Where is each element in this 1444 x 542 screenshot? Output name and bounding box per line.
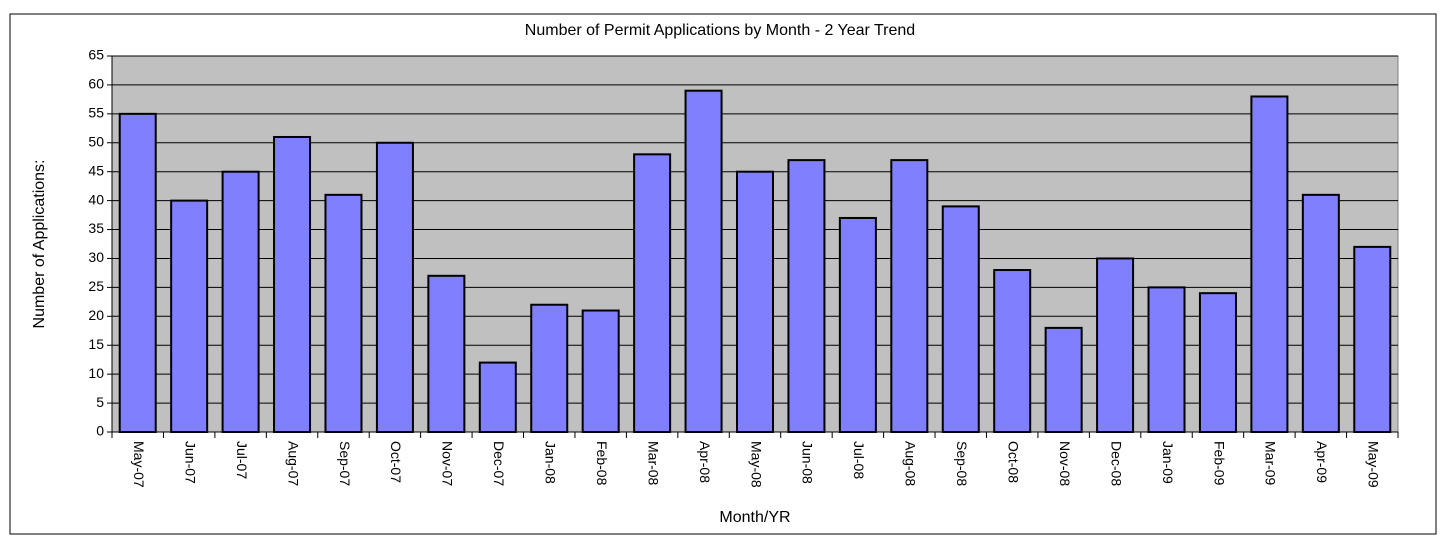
y-tick-label: 10 bbox=[88, 365, 104, 381]
y-axis-label: Number of Applications: bbox=[31, 160, 48, 329]
bar bbox=[1096, 257, 1135, 434]
x-tick-label: Sep-07 bbox=[337, 441, 353, 486]
bar bbox=[1250, 95, 1289, 433]
bar bbox=[427, 274, 466, 434]
x-tick-label: Oct-07 bbox=[388, 441, 404, 483]
bar bbox=[993, 269, 1032, 433]
x-tick-label: Jun-08 bbox=[800, 441, 816, 484]
x-tick-label: Nov-08 bbox=[1057, 441, 1073, 486]
x-axis-label: Month/YR bbox=[719, 509, 790, 526]
x-tick-label: Oct-08 bbox=[1005, 441, 1021, 483]
bar bbox=[118, 112, 157, 433]
bar bbox=[170, 199, 209, 433]
y-tick-label: 60 bbox=[88, 76, 104, 92]
y-tick-label: 0 bbox=[96, 423, 104, 439]
x-tick-label: May-08 bbox=[748, 441, 764, 488]
bar bbox=[941, 205, 980, 433]
bar bbox=[633, 153, 672, 433]
x-tick-label: Jul-08 bbox=[851, 441, 867, 479]
bar bbox=[530, 303, 569, 433]
x-tick-label: May-07 bbox=[131, 441, 147, 488]
bar bbox=[221, 170, 260, 433]
y-tick-label: 65 bbox=[88, 47, 104, 63]
bar bbox=[1353, 245, 1392, 433]
y-tick-label: 55 bbox=[88, 105, 104, 121]
y-tick-label: 35 bbox=[88, 220, 104, 236]
x-tick-label: Apr-09 bbox=[1314, 441, 1330, 483]
bar bbox=[735, 170, 775, 433]
bar bbox=[787, 159, 826, 433]
x-tick-label: Feb-08 bbox=[594, 441, 610, 486]
chart-title: Number of Permit Applications by Month -… bbox=[525, 22, 915, 39]
x-tick-label: Jan-08 bbox=[543, 441, 559, 484]
x-tick-label: Aug-07 bbox=[285, 441, 301, 486]
x-tick-label: Dec-07 bbox=[491, 441, 507, 486]
x-tick-label: Dec-08 bbox=[1108, 441, 1124, 486]
bar bbox=[375, 141, 414, 433]
x-tick-label: Mar-09 bbox=[1263, 441, 1279, 486]
bar bbox=[838, 216, 877, 433]
x-tick-label: Nov-07 bbox=[440, 441, 456, 486]
y-tick-label: 30 bbox=[88, 249, 104, 265]
y-tick-label: 40 bbox=[88, 191, 104, 207]
x-tick-label: Apr-08 bbox=[697, 441, 713, 483]
bar bbox=[1301, 193, 1340, 433]
y-tick-label: 5 bbox=[96, 394, 104, 410]
x-tick-label: Jan-09 bbox=[1160, 441, 1176, 484]
x-tick-label: Aug-08 bbox=[903, 441, 919, 486]
x-tick-label: Sep-08 bbox=[954, 441, 970, 486]
bar bbox=[1147, 286, 1186, 433]
bar bbox=[581, 309, 620, 433]
x-tick-label: Mar-08 bbox=[645, 441, 661, 486]
bar bbox=[1044, 326, 1083, 433]
y-tick-label: 20 bbox=[88, 307, 104, 323]
bar bbox=[324, 193, 363, 433]
x-tick-label: Jun-07 bbox=[182, 441, 198, 484]
bar bbox=[1198, 292, 1237, 433]
y-tick-label: 45 bbox=[88, 162, 104, 178]
bar bbox=[890, 159, 929, 433]
x-tick-label: May-09 bbox=[1366, 441, 1382, 488]
x-tick-label: Feb-09 bbox=[1211, 441, 1227, 486]
y-tick-label: 15 bbox=[88, 336, 104, 352]
y-tick-label: 50 bbox=[88, 133, 104, 149]
y-tick-label: 25 bbox=[88, 278, 104, 294]
bar bbox=[273, 135, 312, 433]
bar bbox=[478, 361, 517, 434]
x-tick-label: Jul-07 bbox=[234, 441, 250, 479]
bar bbox=[684, 89, 723, 433]
